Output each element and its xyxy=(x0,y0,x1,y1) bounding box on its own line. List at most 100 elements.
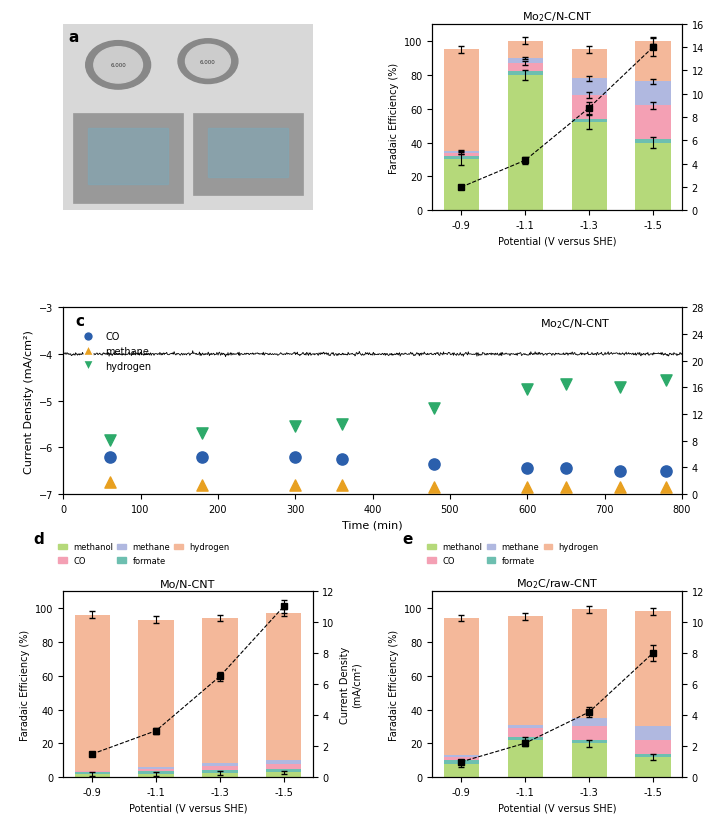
Y-axis label: Faradaic Efficiency (%): Faradaic Efficiency (%) xyxy=(389,629,399,739)
Bar xyxy=(75,772,110,774)
Text: 6.000: 6.000 xyxy=(200,60,216,65)
Bar xyxy=(636,41,671,83)
Point xyxy=(429,480,440,494)
Legend: methanol, CO, methane, formate, hydrogen: methanol, CO, methane, formate, hydrogen xyxy=(424,539,602,568)
Bar xyxy=(138,772,174,774)
Bar xyxy=(508,725,543,729)
Bar xyxy=(88,129,168,185)
Point xyxy=(614,380,626,394)
Bar xyxy=(508,75,543,211)
Y-axis label: Current Density
(mA/cm²): Current Density (mA/cm²) xyxy=(340,646,362,723)
Point xyxy=(560,462,572,476)
Text: e: e xyxy=(403,532,413,547)
Point xyxy=(661,464,672,477)
X-axis label: Potential (V versus SHE): Potential (V versus SHE) xyxy=(498,237,617,246)
Bar xyxy=(444,160,479,211)
Bar xyxy=(202,619,238,763)
Point xyxy=(429,401,440,414)
Title: Mo/N-CNT: Mo/N-CNT xyxy=(160,579,216,589)
Point xyxy=(336,418,347,431)
Bar xyxy=(444,619,479,755)
Text: Mo$_2$C/N-CNT: Mo$_2$C/N-CNT xyxy=(540,318,610,331)
Bar xyxy=(266,764,302,769)
Bar xyxy=(508,737,543,740)
Bar xyxy=(572,96,607,120)
Bar xyxy=(202,763,238,767)
Point xyxy=(661,480,672,494)
Circle shape xyxy=(186,45,231,79)
Bar xyxy=(508,616,543,725)
Bar xyxy=(444,157,479,160)
Bar xyxy=(138,774,174,777)
Bar xyxy=(508,72,543,75)
Point xyxy=(614,464,626,477)
Bar xyxy=(508,59,543,64)
Bar xyxy=(636,83,671,106)
Point xyxy=(614,480,626,494)
Circle shape xyxy=(93,48,143,84)
Point xyxy=(522,383,533,396)
Bar xyxy=(193,114,303,196)
Bar xyxy=(508,729,543,737)
Bar xyxy=(572,609,607,718)
X-axis label: Potential (V versus SHE): Potential (V versus SHE) xyxy=(129,803,247,813)
Bar xyxy=(572,740,607,743)
Bar xyxy=(572,120,607,123)
Bar xyxy=(138,767,174,769)
Text: c: c xyxy=(76,313,84,328)
Text: a: a xyxy=(68,31,79,45)
Y-axis label: Faradaic Efficiency (%): Faradaic Efficiency (%) xyxy=(389,63,399,174)
Legend: CO, methane, hydrogen: CO, methane, hydrogen xyxy=(75,327,155,375)
Bar xyxy=(444,764,479,777)
Bar xyxy=(202,767,238,770)
Point xyxy=(197,451,208,464)
Bar xyxy=(572,743,607,777)
Point xyxy=(104,434,115,447)
Point xyxy=(197,478,208,491)
Point xyxy=(290,420,301,433)
Point xyxy=(290,478,301,491)
Point xyxy=(522,462,533,476)
Bar xyxy=(636,753,671,757)
Bar xyxy=(636,740,671,753)
Point xyxy=(290,451,301,464)
Point xyxy=(522,480,533,494)
Point xyxy=(560,378,572,391)
Bar xyxy=(572,79,607,96)
Bar xyxy=(508,41,543,59)
Point xyxy=(336,478,347,491)
Bar xyxy=(444,152,479,154)
X-axis label: Potential (V versus SHE): Potential (V versus SHE) xyxy=(498,803,617,813)
Bar xyxy=(138,620,174,767)
Bar xyxy=(444,154,479,157)
Bar xyxy=(138,769,174,772)
Point xyxy=(197,427,208,440)
Point xyxy=(104,451,115,464)
Point xyxy=(429,457,440,471)
Y-axis label: Current Density (mA/cm²): Current Density (mA/cm²) xyxy=(24,329,34,473)
Bar xyxy=(444,50,479,152)
Bar xyxy=(572,50,607,79)
Bar xyxy=(202,770,238,773)
Bar xyxy=(266,761,302,764)
Legend: methanol, CO, methane, formate, hydrogen: methanol, CO, methane, formate, hydrogen xyxy=(55,539,233,568)
Bar xyxy=(75,774,110,777)
Point xyxy=(560,480,572,494)
Bar xyxy=(444,755,479,757)
Bar xyxy=(444,761,479,764)
Point xyxy=(104,476,115,490)
Point xyxy=(661,374,672,387)
X-axis label: Time (min): Time (min) xyxy=(342,519,403,529)
Bar xyxy=(572,718,607,727)
Bar xyxy=(636,611,671,727)
Bar xyxy=(508,740,543,777)
Point xyxy=(336,452,347,466)
Bar xyxy=(266,613,302,761)
Y-axis label: Faradaic Efficiency (%): Faradaic Efficiency (%) xyxy=(20,629,30,739)
Bar xyxy=(266,769,302,772)
Bar xyxy=(266,772,302,777)
Bar xyxy=(202,773,238,777)
Bar xyxy=(508,64,543,72)
Bar xyxy=(636,140,671,143)
Legend: methanol, CO, methane, formate, hydrogen: methanol, CO, methane, formate, hydrogen xyxy=(424,0,602,2)
